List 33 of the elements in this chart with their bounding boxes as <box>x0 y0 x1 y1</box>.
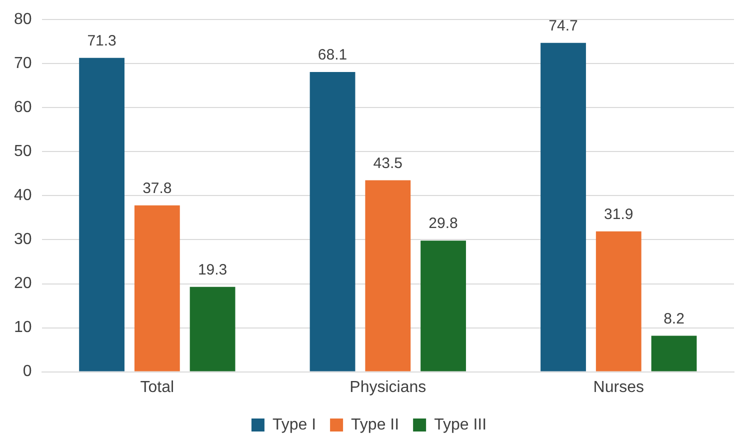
legend-label: Type II <box>351 416 400 434</box>
legend-label: Type III <box>434 416 487 434</box>
bar <box>651 336 697 372</box>
legend-label: Type I <box>272 416 316 434</box>
bar <box>420 240 466 372</box>
y-tick-label: 10 <box>14 319 32 336</box>
bar <box>134 205 180 372</box>
bar <box>365 180 411 372</box>
y-tick-label: 70 <box>14 55 32 72</box>
y-tick-label: 40 <box>14 187 32 204</box>
data-label: 31.9 <box>604 206 634 223</box>
data-label: 43.5 <box>373 154 402 172</box>
bar <box>310 72 356 372</box>
y-tick-label: 30 <box>14 231 32 248</box>
y-tick-label: 60 <box>14 99 32 116</box>
bar <box>79 58 124 372</box>
data-label: 29.8 <box>428 215 458 232</box>
bar <box>540 42 586 372</box>
data-label: 19.3 <box>198 261 228 278</box>
data-label: 8.2 <box>664 310 684 328</box>
data-label: 71.3 <box>87 32 116 50</box>
x-tick-label: Physicians <box>350 378 426 396</box>
x-tick-label: Total <box>140 378 174 396</box>
y-tick-label: 50 <box>14 143 32 160</box>
data-label: 68.1 <box>318 46 348 64</box>
y-tick-label: 20 <box>14 275 32 292</box>
bar <box>190 286 236 372</box>
y-tick-label: 80 <box>14 11 32 28</box>
y-tick-label: 0 <box>22 363 32 380</box>
data-label: 74.7 <box>548 18 578 35</box>
data-label: 37.8 <box>142 180 172 198</box>
x-tick-label: Nurses <box>593 378 644 396</box>
bar <box>596 231 642 372</box>
